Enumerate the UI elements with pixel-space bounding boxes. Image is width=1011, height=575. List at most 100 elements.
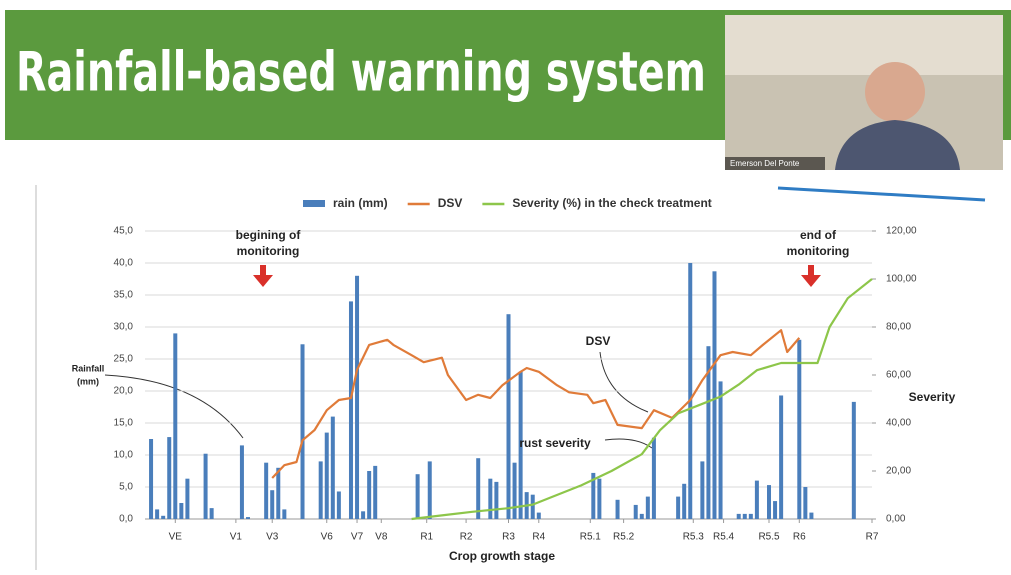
rain-bar: [179, 503, 183, 519]
rain-bar: [513, 463, 517, 519]
legend-label: DSV: [438, 196, 463, 210]
rain-bar: [373, 466, 377, 519]
rain-bar: [155, 509, 159, 519]
webcam-person: [865, 62, 925, 122]
start-arrow: [253, 265, 273, 287]
rain-bar: [185, 479, 189, 519]
y-tick-label: 20,0: [114, 386, 134, 397]
webcam-wall: [725, 15, 1003, 75]
y2-tick-label: 20,00: [886, 466, 911, 477]
rain-bar: [688, 263, 692, 519]
rain-bar: [852, 402, 856, 519]
legend-label: rain (mm): [333, 196, 388, 210]
annotation: monitoring: [787, 244, 850, 258]
rain-bar: [507, 314, 511, 519]
rain-bar: [597, 479, 601, 519]
legend-swatch: [303, 200, 325, 207]
end-arrow: [801, 265, 821, 287]
rain-bar: [319, 461, 323, 519]
x-tick-label: V1: [230, 532, 243, 543]
rain-bar: [355, 276, 359, 519]
chart: Rainfall-based warning system Emerson De…: [0, 0, 1011, 575]
x-tick-label: R7: [866, 532, 879, 543]
rain-bar: [416, 474, 420, 519]
rain-bar: [749, 514, 753, 519]
rain-bar: [755, 481, 759, 519]
rain-bar: [488, 479, 492, 519]
x-tick-label: R5.2: [613, 532, 635, 543]
x-axis-title: Crop growth stage: [449, 549, 555, 563]
rain-bar: [149, 439, 153, 519]
rain-bar: [719, 381, 723, 519]
slide: Rainfall-based warning system Emerson De…: [0, 0, 1011, 575]
annotation: (mm): [77, 376, 99, 386]
x-tick-label: R1: [420, 532, 433, 543]
annotation: rust severity: [519, 436, 591, 450]
rain-bar: [616, 500, 620, 519]
y-tick-label: 45,0: [114, 226, 134, 237]
x-tick-label: R5.3: [683, 532, 705, 543]
y-tick-label: 0,0: [119, 514, 133, 525]
annotation: Rainfall: [72, 363, 105, 373]
x-tick-label: R2: [460, 532, 473, 543]
y-tick-label: 35,0: [114, 290, 134, 301]
y2-tick-label: 60,00: [886, 370, 911, 381]
rain-bar: [809, 513, 813, 519]
rain-bar: [349, 301, 353, 519]
y-tick-label: 10,0: [114, 450, 134, 461]
rain-bar: [646, 497, 650, 519]
rain-bar: [240, 445, 244, 519]
rain-bar: [270, 490, 274, 519]
y2-axis-title: Severity: [909, 390, 956, 404]
rain-bar: [428, 461, 432, 519]
y-tick-label: 5,0: [119, 482, 133, 493]
series-line: [412, 279, 872, 519]
rain-bar: [531, 495, 535, 519]
y2-tick-label: 40,00: [886, 418, 911, 429]
x-tick-label: V8: [375, 532, 388, 543]
rain-bar: [640, 514, 644, 519]
rain-bar: [173, 333, 177, 519]
rain-bar: [773, 501, 777, 519]
rain-bar: [246, 517, 250, 519]
rain-bar: [161, 516, 165, 519]
pen-stroke: [778, 188, 985, 200]
x-tick-label: V6: [321, 532, 334, 543]
y2-tick-label: 100,00: [886, 274, 917, 285]
rain-bar: [767, 485, 771, 519]
x-tick-label: V7: [351, 532, 364, 543]
rain-bar: [779, 395, 783, 519]
severity-pointer: [605, 439, 652, 448]
rain-bar: [743, 514, 747, 519]
rain-bar: [652, 438, 656, 519]
rain-bar: [712, 271, 716, 519]
legend-label: Severity (%) in the check treatment: [512, 196, 711, 210]
annotation: DSV: [586, 334, 611, 348]
rain-bar: [337, 491, 341, 519]
annotation: end of: [800, 228, 837, 242]
x-tick-label: R5.5: [758, 532, 780, 543]
rain-bar: [167, 437, 171, 519]
rain-bar: [331, 417, 335, 519]
rain-bar: [276, 468, 280, 519]
rain-bar: [361, 511, 365, 519]
presenter-name: Emerson Del Ponte: [730, 159, 800, 168]
rain-bar: [803, 487, 807, 519]
x-tick-label: R3: [502, 532, 515, 543]
rain-bar: [700, 461, 704, 519]
y-tick-label: 30,0: [114, 322, 134, 333]
rain-bar: [367, 471, 371, 519]
slide-title: Rainfall-based warning system: [16, 41, 706, 104]
y-tick-label: 15,0: [114, 418, 134, 429]
x-tick-label: R5.4: [713, 532, 735, 543]
y2-tick-label: 80,00: [886, 322, 911, 333]
rain-bar: [797, 340, 801, 519]
rain-bar: [325, 433, 329, 519]
rain-bar: [682, 484, 686, 519]
rain-bar: [204, 454, 208, 519]
y-tick-label: 40,0: [114, 258, 134, 269]
rain-bar: [264, 463, 268, 519]
annotation: monitoring: [237, 244, 300, 258]
rain-bar: [494, 482, 498, 519]
x-tick-label: V3: [266, 532, 279, 543]
